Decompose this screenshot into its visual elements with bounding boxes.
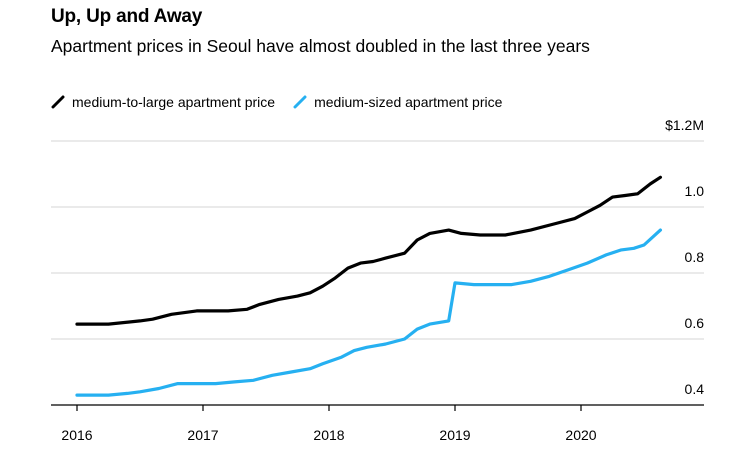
legend-swatch-medium [293, 95, 307, 109]
series-line-large [75, 175, 662, 326]
y-tick-label: 0.6 [685, 315, 705, 331]
legend-label-medium: medium-sized apartment price [314, 94, 503, 110]
y-axis-labels: 0.4 0.6 0.8 1.0 $1.2M [665, 117, 704, 397]
x-tick-label: 2019 [439, 427, 470, 443]
chart-legend: medium-to-large apartment price medium-s… [51, 94, 520, 110]
legend-item-medium: medium-sized apartment price [293, 94, 502, 110]
legend-swatch-large [51, 95, 65, 109]
legend-item-large: medium-to-large apartment price [51, 94, 275, 110]
y-tick-label: 0.8 [685, 249, 705, 265]
gridlines [51, 140, 704, 340]
y-tick-label: 0.4 [685, 381, 705, 397]
x-tick-label: 2020 [565, 427, 596, 443]
legend-label-large: medium-to-large apartment price [72, 94, 276, 110]
series-line-medium [75, 228, 662, 397]
x-tick-label: 2016 [61, 427, 92, 443]
y-tick-label: 1.0 [685, 183, 705, 199]
x-axis [51, 404, 704, 411]
y-tick-label: $1.2M [665, 117, 704, 133]
chart-subtitle: Apartment prices in Seoul have almost do… [51, 36, 590, 56]
x-tick-label: 2017 [187, 427, 218, 443]
x-tick-label: 2018 [313, 427, 344, 443]
x-axis-labels: 2016 2017 2018 2019 2020 [61, 427, 596, 443]
series-lines [75, 175, 662, 397]
chart-title: Up, Up and Away [51, 6, 203, 27]
